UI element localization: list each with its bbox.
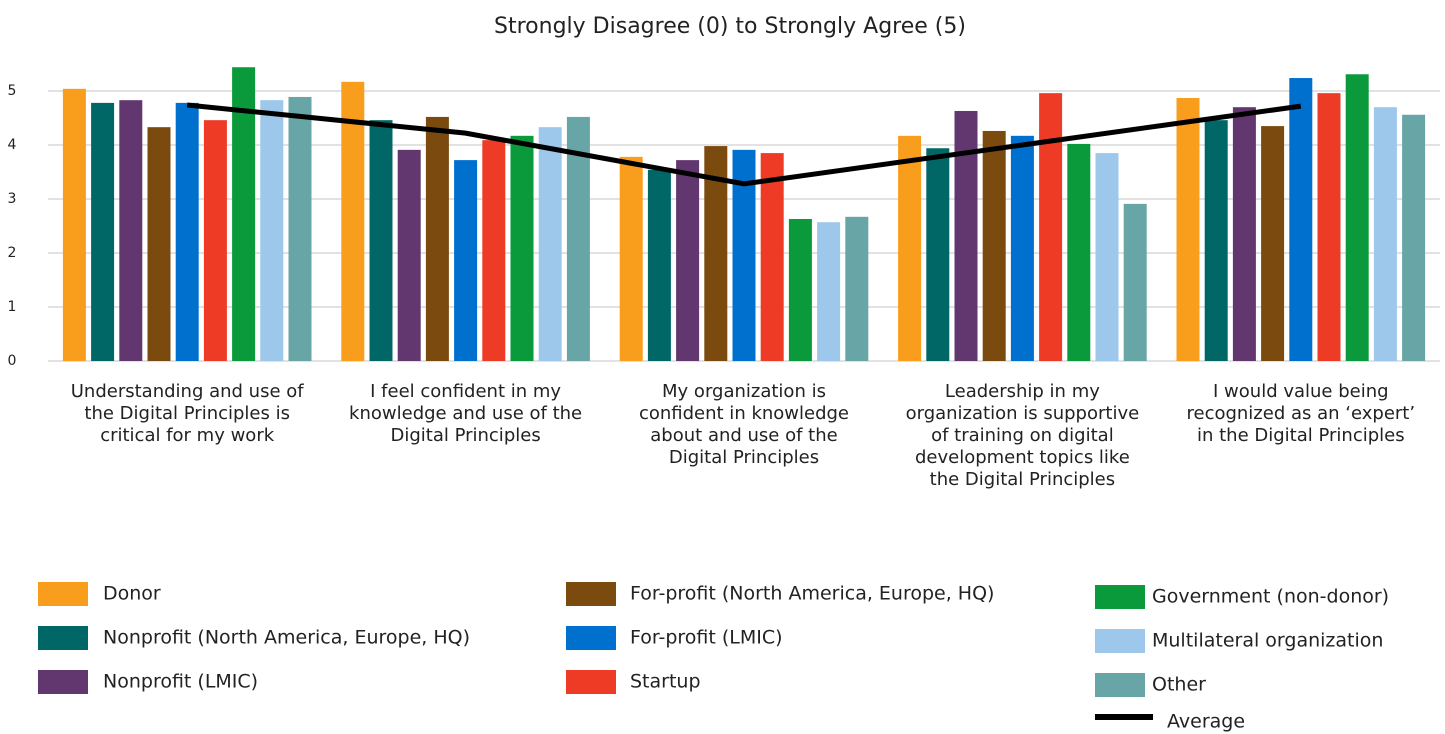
x-tick-label: Leadership in my organization is support… — [905, 381, 1140, 490]
bar — [397, 149, 421, 361]
bar — [147, 127, 171, 362]
bar — [232, 67, 256, 362]
legend-label: Other — [1152, 674, 1206, 696]
legend-swatch — [566, 582, 616, 606]
bar — [1317, 93, 1341, 361]
bar — [91, 102, 115, 361]
bar — [454, 160, 478, 361]
bar — [1232, 107, 1256, 361]
y-tick-label: 5 — [8, 83, 17, 99]
legend-swatch — [38, 582, 88, 606]
bar — [1095, 153, 1119, 361]
legend-label: Nonprofit (North America, Europe, HQ) — [103, 627, 470, 649]
average-line — [186, 102, 1302, 187]
legend-label: Donor — [103, 583, 161, 605]
bar — [1261, 126, 1285, 361]
bar — [510, 135, 534, 361]
legend-label: For-profit (LMIC) — [630, 627, 783, 649]
bar — [926, 148, 950, 361]
bar — [566, 116, 590, 361]
legend-swatch — [566, 626, 616, 650]
bar — [1373, 107, 1397, 361]
bar — [788, 218, 812, 361]
bar — [175, 102, 199, 361]
y-tick-label: 1 — [8, 299, 17, 315]
legend-swatch — [38, 670, 88, 694]
bar — [1402, 114, 1426, 361]
x-tick-label: I feel confident in my knowledge and use… — [349, 381, 583, 446]
bar — [676, 160, 700, 361]
legend-swatch — [1095, 585, 1145, 609]
bar — [760, 153, 784, 361]
bar — [288, 96, 312, 361]
y-tick-label: 4 — [8, 137, 17, 153]
bar — [954, 110, 978, 361]
legend-swatch — [566, 670, 616, 694]
bar — [1204, 120, 1228, 361]
legend-label: Startup — [630, 671, 701, 693]
bar — [1345, 74, 1369, 361]
bar — [538, 127, 562, 362]
x-tick-label: My organization is confident in knowledg… — [638, 381, 850, 468]
bar — [1289, 78, 1313, 361]
legend-label: Multilateral organization — [1152, 630, 1383, 652]
legend-label: For-profit (North America, Europe, HQ) — [630, 583, 994, 605]
legend-swatch — [1095, 629, 1145, 653]
bar — [62, 88, 86, 361]
bar — [260, 100, 284, 362]
bar — [425, 116, 449, 361]
bar — [482, 140, 506, 361]
x-tick-label: Understanding and use of the Digital Pri… — [70, 381, 304, 446]
y-tick-label: 3 — [8, 191, 17, 207]
bar — [619, 156, 643, 361]
legend-label: Nonprofit (LMIC) — [103, 671, 258, 693]
legend-label: Average — [1167, 711, 1245, 733]
x-tick-label: I would value being recognized as an ‘ex… — [1186, 381, 1416, 446]
bar — [341, 81, 365, 361]
bar — [817, 222, 841, 361]
bar — [732, 149, 756, 361]
chart-title: Strongly Disagree (0) to Strongly Agree … — [494, 14, 966, 39]
legend-label: Government (non-donor) — [1152, 586, 1389, 608]
bar — [898, 135, 922, 361]
bar — [982, 130, 1006, 361]
legend-swatch — [38, 626, 88, 650]
legend-swatch — [1095, 673, 1145, 697]
bar — [1039, 93, 1063, 361]
bar — [704, 146, 728, 361]
bar — [1067, 143, 1091, 361]
bar — [203, 120, 227, 361]
bar — [1176, 98, 1200, 362]
bar — [119, 100, 143, 362]
bar — [845, 216, 869, 361]
bar — [369, 120, 393, 361]
y-tick-label: 2 — [8, 245, 17, 261]
bar — [1123, 203, 1147, 361]
bar — [1010, 135, 1034, 361]
bar — [647, 169, 671, 361]
y-tick-label: 0 — [8, 353, 17, 369]
